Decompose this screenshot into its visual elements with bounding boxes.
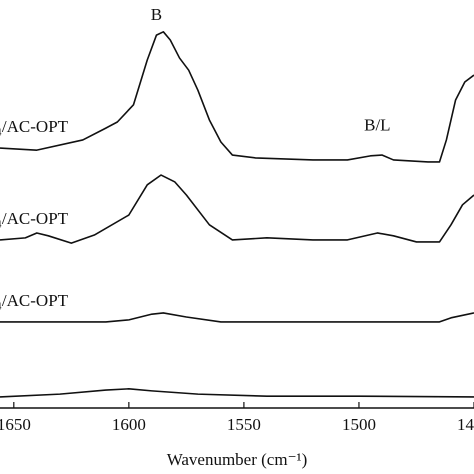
spectrum-line: [0, 312, 474, 323]
x-tick-label: 1650: [0, 415, 31, 434]
spectrum-line: [0, 174, 474, 244]
annotation: B: [151, 5, 162, 24]
series-label: ₄/AC-OPT: [0, 291, 69, 310]
x-tick-label: 1500: [342, 415, 376, 434]
x-tick-label: 1450: [457, 415, 474, 434]
x-axis-label: Wavenumber (cm⁻¹): [167, 450, 308, 469]
annotation: B/L: [364, 115, 390, 134]
x-tick-label: 1550: [227, 415, 261, 434]
series-label: ₄/AC-OPT: [0, 117, 69, 136]
x-tick-label: 1600: [112, 415, 146, 434]
series-label: ₄/AC-OPT: [0, 209, 69, 228]
spectrum-line: [0, 31, 474, 163]
spectrum-line: [0, 388, 474, 398]
